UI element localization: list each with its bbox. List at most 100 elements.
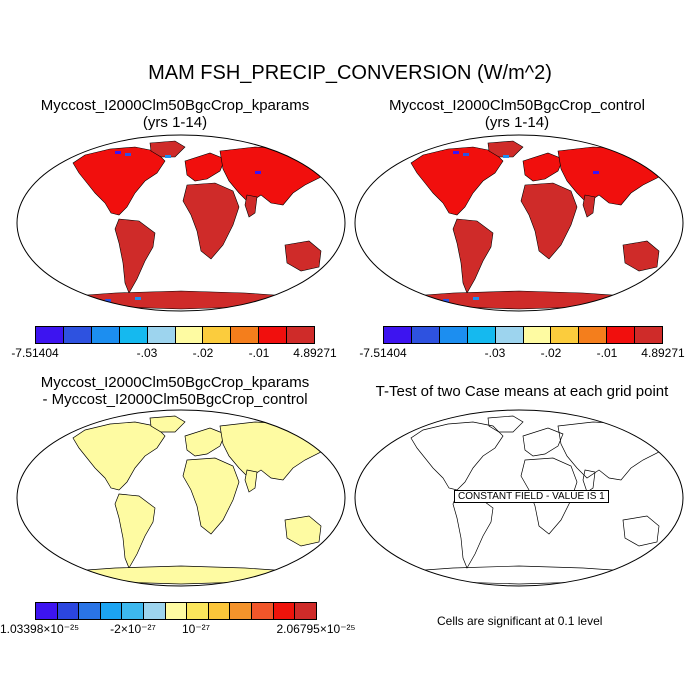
panel-2-title-line2: (yrs 1-14) [484,114,550,131]
colorbar-3-label-a: -2×10⁻²⁷ [110,622,156,636]
m4-asia [557,421,672,481]
m1-greenland [149,140,186,158]
colorbar-swatch [384,327,412,343]
m4-australia [622,515,660,547]
map-panel-1 [16,134,346,312]
colorbar-swatch [119,327,148,343]
colorbar-2-label-b: -.02 [540,346,562,360]
m4-south-america [452,493,494,569]
colorbar-swatch [57,603,80,619]
colorbar-swatch [411,327,440,343]
map-panel-4 [354,409,684,587]
panel-1-title-line1: Myccost_I2000Clm50BgcCrop_kparams [40,97,310,114]
m4-antarctica [388,565,652,585]
colorbar-swatch [273,603,296,619]
m1-speckle [165,155,171,158]
colorbar-swatch [144,603,166,619]
m4-frame [354,409,684,587]
m4-africa [520,457,578,535]
colorbar-swatch [175,327,204,343]
colorbar-swatch [579,327,608,343]
colorbar-swatch [635,327,663,343]
colorbar-swatch [523,327,552,343]
colorbar-swatch [439,327,468,343]
colorbar-1-label-max: 4.89271 [293,346,337,360]
m3-australia [284,515,322,547]
m3-north-america [72,421,166,491]
m4-north-america [410,421,504,491]
constant-field-label: CONSTANT FIELD - VALUE IS 1 [454,490,609,503]
colorbar-2-label-max: 4.89271 [641,346,685,360]
m2-speckle [453,151,459,154]
m1-speckle [115,151,121,154]
panel-3-title-line1: Myccost_I2000Clm50BgcCrop_kparams [40,374,310,391]
significance-note: Cells are significant at 0.1 level [437,614,603,628]
colorbar-swatch [230,603,253,619]
m3-europe [184,427,226,457]
m2-greenland [487,140,524,158]
colorbar-3-label-min: 1.03398×10⁻²⁵ [0,622,80,636]
colorbar-2-label-a: -.03 [484,346,506,360]
colorbar-swatch [231,327,260,343]
colorbar-swatch [287,327,315,343]
panel-2-title-line1: Myccost_I2000Clm50BgcCrop_control [389,97,645,114]
m2-africa [520,182,578,260]
m4-greenland [487,415,524,433]
m2-speckle [593,171,599,174]
colorbar-2-label-c: -.01 [596,346,618,360]
colorbar-1-label-b: -.02 [192,346,214,360]
m4-india [582,469,596,493]
m1-asia [219,146,334,206]
colorbar-swatch [36,327,64,343]
m1-india [244,194,258,218]
panel-2-title: Myccost_I2000Clm50BgcCrop_control (yrs 1… [357,97,677,131]
panel-3-title: Myccost_I2000Clm50BgcCrop_kparams - Mycc… [15,374,335,408]
colorbar-swatch [63,327,92,343]
colorbar-swatch [551,327,580,343]
m3-south-america [114,493,156,569]
m3-india [244,469,258,493]
m4-europe [522,427,564,457]
colorbar-swatch [252,603,274,619]
m2-north-america [410,146,504,216]
colorbar-panel-1 [35,326,315,344]
m1-europe [184,152,226,182]
panel-3-title-line2: - Myccost_I2000Clm50BgcCrop_control [42,391,308,408]
m2-speckle [413,305,419,308]
colorbar-1-label-c: -.01 [248,346,270,360]
m2-antarctica [388,290,652,310]
m1-australia [284,240,322,272]
m1-north-america [72,146,166,216]
colorbar-swatch [122,603,145,619]
colorbar-swatch [36,603,58,619]
figure-title: MAM FSH_PRECIP_CONVERSION (W/m^2) [148,62,552,84]
panel-1-title: Myccost_I2000Clm50BgcCrop_kparams (yrs 1… [15,97,335,131]
m3-asia [219,421,334,481]
colorbar-swatch [295,603,316,619]
m3-antarctica [50,565,314,585]
colorbar-swatch [79,603,101,619]
m1-speckle [135,297,141,300]
colorbar-swatch [208,603,231,619]
m2-asia [557,146,672,206]
colorbar-2-label-min: -7.51404 [359,346,407,360]
colorbar-panel-3 [35,602,317,620]
colorbar-swatch [187,603,209,619]
panel-1-title-line2: (yrs 1-14) [142,114,208,131]
colorbar-swatch [147,327,176,343]
map-panel-3 [16,409,346,587]
panel-4-title: T-Test of two Case means at each grid po… [375,383,669,400]
m1-speckle [125,153,131,156]
colorbar-swatch [259,327,288,343]
m1-frame [16,134,346,312]
m2-frame [354,134,684,312]
colorbar-1-label-min: -7.51404 [11,346,59,360]
m2-south-america [452,218,494,294]
m1-africa [182,182,240,260]
colorbar-swatch [100,603,123,619]
m1-speckle [255,171,261,174]
m1-antarctica [50,290,314,310]
colorbar-swatch [165,603,188,619]
m2-speckle [503,155,509,158]
m2-europe [522,152,564,182]
